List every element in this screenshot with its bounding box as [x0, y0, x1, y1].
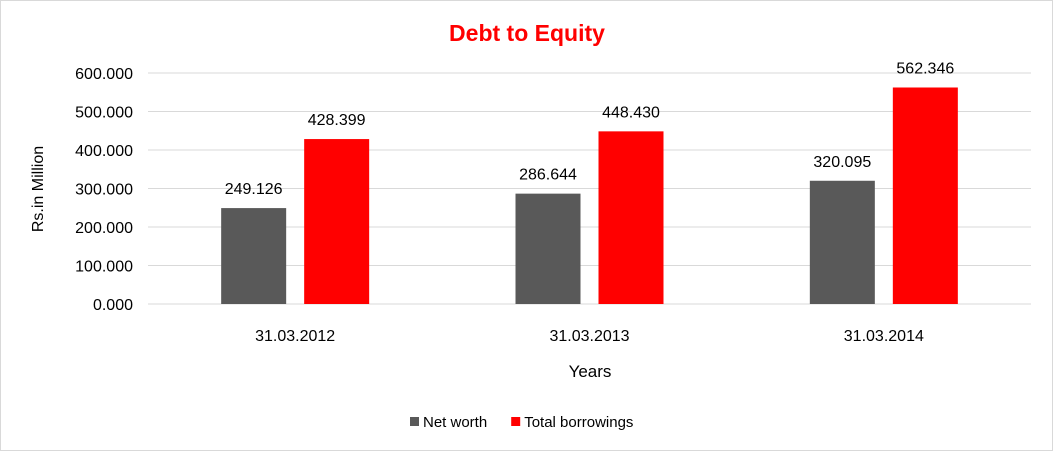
chart-title: Debt to Equity: [449, 20, 605, 46]
x-axis-label: Years: [569, 362, 612, 381]
data-label: 320.095: [813, 154, 871, 171]
data-label: 448.430: [602, 104, 660, 121]
y-axis-label: Rs.in Million: [30, 146, 47, 232]
x-tick-label: 31.03.2013: [549, 328, 629, 345]
y-tick-label: 200.000: [75, 220, 133, 237]
data-label: 249.126: [225, 181, 283, 198]
x-tick-label: 31.03.2014: [844, 328, 924, 345]
bar-total-borrowings: [892, 87, 958, 304]
y-tick-label: 0.000: [93, 297, 133, 314]
legend-swatch: [511, 417, 521, 426]
y-tick-label: 600.000: [75, 66, 133, 83]
x-axis-ticks: 31.03.2012 31.03.2013 31.03.2014: [255, 328, 924, 345]
legend-label: Net worth: [423, 414, 487, 431]
y-axis-ticks: 0.000 100.000 200.000 300.000 400.000 500.000…: [75, 66, 133, 314]
bar-net-worth: [809, 180, 875, 304]
y-tick-label: 100.000: [75, 259, 133, 276]
data-label: 286.644: [519, 167, 577, 184]
bar-net-worth: [515, 193, 581, 304]
x-tick-label: 31.03.2012: [255, 328, 335, 345]
legend-swatch: [410, 417, 419, 426]
data-label: 428.399: [308, 112, 366, 129]
y-tick-label: 300.000: [75, 182, 133, 199]
bar-total-borrowings: [598, 131, 664, 304]
y-tick-label: 500.000: [75, 105, 133, 122]
legend-label: Total borrowings: [524, 414, 633, 431]
bar-net-worth: [221, 208, 287, 304]
bars: 249.126 428.399 286.644 448.430 320.095 562.3…: [221, 60, 958, 304]
data-label: 562.346: [896, 60, 954, 77]
y-tick-label: 400.000: [75, 143, 133, 160]
legend: Net worth Total borrowings: [410, 414, 633, 431]
gridlines: [148, 72, 1031, 305]
bar-total-borrowings: [304, 139, 370, 304]
